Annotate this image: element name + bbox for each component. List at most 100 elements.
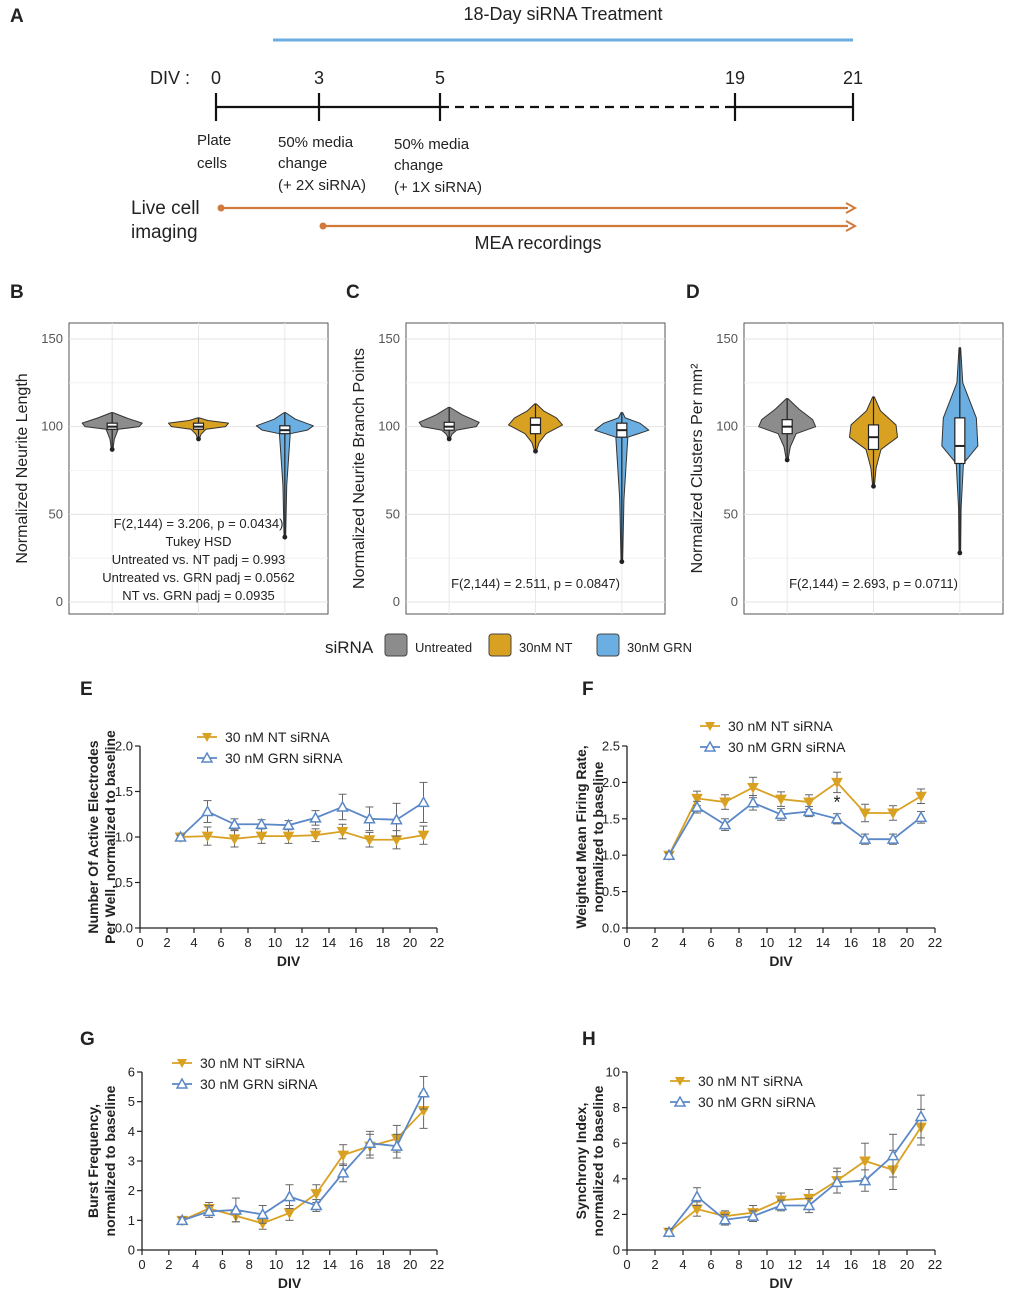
x-tick-label: 8 — [735, 935, 742, 950]
y-tick-label: 50 — [386, 506, 400, 521]
series-line-grn — [668, 1115, 922, 1233]
x-tick-label: 2 — [165, 1257, 172, 1272]
y-axis-label: Normalized Neurite Branch Points — [351, 348, 368, 589]
x-tick-label: 0 — [138, 1257, 145, 1272]
x-tick-label: 10 — [760, 935, 774, 950]
y-tick-label: 0 — [56, 594, 63, 609]
box — [954, 417, 966, 465]
event-text: (+ 2X siRNA) — [278, 177, 366, 194]
x-tick-label: 16 — [349, 1257, 363, 1272]
x-tick-label: 22 — [430, 935, 444, 950]
outlier-point — [871, 483, 876, 489]
x-tick-label: 18 — [376, 935, 390, 950]
y-tick-label: 0 — [393, 594, 400, 609]
data-point-nt — [775, 794, 787, 806]
data-point-grn — [802, 1198, 816, 1211]
x-tick-label: 20 — [403, 1257, 417, 1272]
legend-label: 30 nM NT siRNA — [728, 718, 833, 734]
mea-arrow-head — [845, 220, 858, 232]
y-tick-label: 2 — [128, 1183, 135, 1198]
x-axis-label: DIV — [277, 953, 301, 969]
data-point-grn — [175, 1213, 189, 1226]
violin-chart-d: D 0 50 100 150 Normalized Clusters Per mm² F(2… — [686, 282, 1004, 615]
legend-marker-nt — [202, 733, 212, 742]
x-tick-label: 2 — [163, 935, 170, 950]
data-point-grn — [202, 1204, 216, 1217]
legend-marker-grn — [175, 1077, 189, 1089]
series-line-nt — [668, 781, 922, 856]
stats-text: F(2,144) = 2.693, p = 0.0711) — [789, 576, 958, 591]
event-text: (+ 1X siRNA) — [394, 179, 482, 196]
outlier-point — [784, 457, 790, 463]
x-tick-label: 20 — [900, 1257, 914, 1272]
x-tick-label: 6 — [707, 1257, 714, 1272]
data-point-nt — [859, 808, 871, 820]
legend-marker-nt — [675, 1077, 685, 1086]
legend-marker-nt — [177, 1059, 187, 1068]
data-point-grn — [886, 1149, 900, 1161]
y-tick-label: 0.0 — [602, 921, 620, 936]
panel-label: E — [80, 679, 93, 700]
x-tick-label: 14 — [322, 1257, 336, 1272]
x-tick-label: 0 — [623, 935, 630, 950]
x-tick-label: 18 — [872, 1257, 886, 1272]
y-tick-label: 100 — [378, 419, 400, 434]
y-tick-label: 50 — [49, 506, 63, 521]
outlier-point — [196, 436, 201, 442]
y-tick-label: 0.5 — [115, 875, 133, 890]
legend-label: 30nM NT — [519, 640, 573, 655]
data-point-nt — [309, 830, 322, 842]
data-point-grn — [830, 812, 844, 824]
violin-chart-b: B 0 50 100 150 Normalized Neurite Length F(2,1… — [10, 282, 329, 615]
y-tick-label: 100 — [716, 419, 738, 434]
data-point-nt — [719, 797, 731, 809]
data-point-nt — [336, 827, 349, 838]
siRNA-legend: siRNA Untreated 30nM NT 30nM GRN — [325, 633, 692, 657]
legend-marker-grn — [673, 1095, 687, 1107]
legend-label: 30 nM NT siRNA — [200, 1055, 305, 1071]
data-point-grn — [282, 818, 295, 830]
series-line-nt — [668, 1126, 922, 1233]
data-point-nt — [747, 782, 759, 794]
series-line-grn — [179, 801, 424, 838]
x-tick-label: 0 — [136, 935, 143, 950]
legend-label: 30nM GRN — [627, 640, 692, 655]
data-point-nt — [887, 808, 899, 820]
x-tick-label: 2 — [651, 1257, 658, 1272]
data-point-nt — [255, 831, 268, 843]
event-text: cells — [197, 155, 227, 172]
data-point-grn — [310, 1198, 323, 1211]
data-point-grn — [336, 800, 349, 812]
panel-label: H — [582, 1029, 596, 1050]
y-tick-label: 1.0 — [115, 830, 133, 845]
series-line-nt — [180, 830, 424, 841]
y-tick-label: 6 — [128, 1065, 135, 1080]
data-point-grn — [174, 830, 187, 842]
x-tick-label: 4 — [192, 1257, 199, 1272]
data-point-grn — [309, 811, 322, 823]
y-axis-label: Burst Frequency, — [85, 1104, 101, 1218]
legend-label: 30 nM GRN siRNA — [200, 1076, 318, 1092]
x-tick-label: 6 — [217, 935, 224, 950]
x-tick-label: 10 — [760, 1257, 774, 1272]
data-point-nt — [282, 831, 295, 843]
legend-swatch — [596, 633, 620, 657]
event-text: 50% media — [278, 134, 354, 151]
data-point-grn — [662, 1225, 676, 1237]
y-axis-label: Per Well, normalized to baseline — [102, 730, 118, 944]
data-point-grn — [802, 804, 816, 817]
y-axis-label: Weighted Mean Firing Rate, — [573, 745, 589, 928]
x-axis-label: DIV — [769, 1275, 793, 1291]
y-tick-label: 150 — [716, 331, 738, 346]
data-point-grn — [746, 796, 760, 808]
event-text: 50% media — [394, 136, 470, 153]
data-point-nt — [201, 831, 214, 843]
x-tick-label: 4 — [679, 1257, 686, 1272]
x-axis-label: DIV — [278, 1275, 302, 1291]
panel-label: F — [582, 679, 594, 700]
data-point-grn — [690, 1190, 704, 1202]
y-axis-label: normalized to baseline — [590, 1085, 606, 1236]
x-tick-label: 22 — [928, 1257, 942, 1272]
x-tick-label: 4 — [190, 935, 197, 950]
